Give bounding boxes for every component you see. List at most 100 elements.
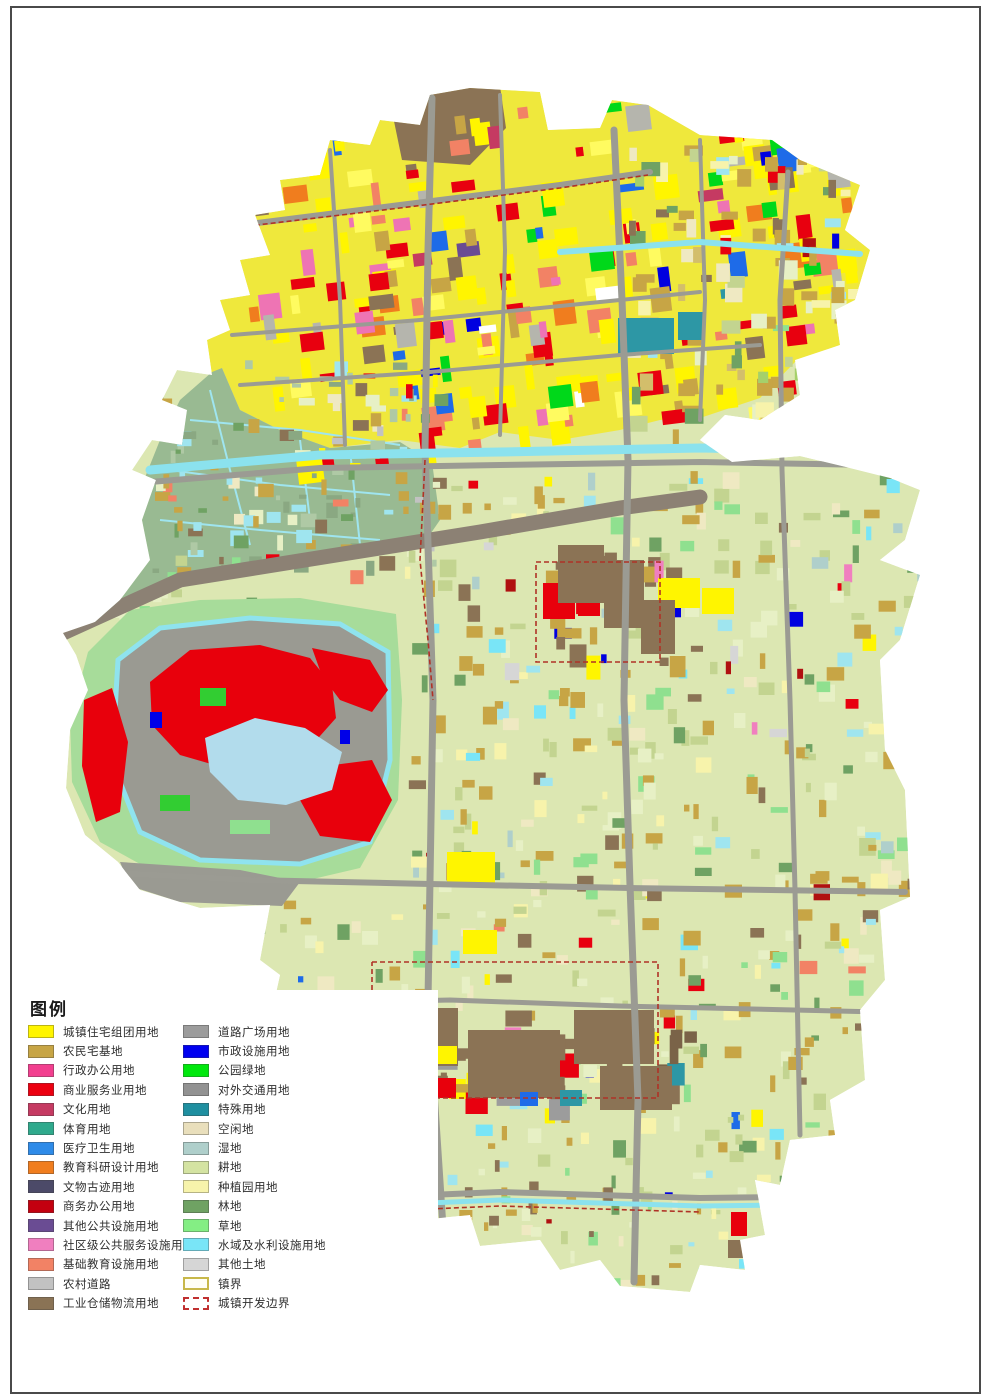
parcel	[797, 151, 807, 165]
map-patch	[641, 600, 675, 654]
parcel	[803, 262, 822, 276]
parcel	[572, 970, 579, 987]
parcel	[659, 657, 669, 666]
parcel	[824, 941, 842, 949]
parcel	[537, 238, 559, 260]
parcel	[467, 605, 481, 622]
parcel	[517, 106, 529, 120]
parcel	[248, 419, 260, 433]
parcel	[389, 966, 401, 981]
parcel	[479, 786, 493, 800]
parcel	[464, 1283, 470, 1292]
parcel	[669, 656, 686, 678]
parcel	[911, 612, 920, 630]
parcel	[647, 244, 662, 267]
legend-swatch-fill	[183, 1141, 209, 1155]
parcel	[370, 413, 382, 427]
legend-swatch-fill	[28, 1063, 54, 1077]
parcel	[527, 1128, 542, 1143]
parcel	[304, 935, 317, 949]
parcel	[243, 515, 256, 527]
parcel	[877, 850, 895, 859]
map-patch	[731, 1212, 747, 1236]
legend-item: 体育用地	[28, 1119, 195, 1138]
parcel	[287, 514, 298, 526]
parcel	[368, 272, 390, 292]
parcel	[339, 232, 350, 254]
parcel	[741, 962, 748, 968]
legend-swatch-dashed	[183, 1296, 209, 1310]
parcel	[455, 1084, 476, 1093]
parcel	[534, 705, 546, 719]
parcel	[841, 876, 859, 883]
parcel	[652, 843, 658, 850]
parcel	[438, 504, 452, 520]
legend-item: 空闲地	[183, 1119, 326, 1138]
parcel	[786, 103, 796, 119]
parcel	[535, 851, 554, 861]
parcel	[770, 984, 780, 992]
parcel	[731, 1276, 740, 1282]
parcel	[893, 523, 903, 534]
legend-swatch-fill	[28, 1044, 54, 1058]
parcel	[772, 1212, 785, 1226]
parcel	[632, 537, 640, 547]
parcel	[650, 1031, 660, 1045]
development-boundary	[309, 1205, 701, 1215]
parcel	[395, 472, 408, 485]
parcel	[693, 804, 699, 820]
parcel	[455, 787, 463, 801]
legend-item: 其他公共设施用地	[28, 1216, 195, 1235]
parcel	[434, 394, 449, 406]
parcel	[643, 782, 656, 800]
parcel	[300, 248, 316, 277]
parcel	[707, 171, 724, 187]
rail-corridor	[63, 489, 708, 641]
parcel	[868, 723, 886, 735]
parcel	[613, 1140, 626, 1158]
parcel	[755, 512, 768, 524]
parcel	[346, 168, 374, 188]
parcel	[851, 613, 865, 620]
parcel	[811, 1035, 819, 1041]
road	[238, 343, 762, 387]
parcel	[505, 579, 516, 592]
parcel	[726, 688, 735, 694]
parcel	[447, 1174, 458, 1186]
road	[215, 169, 653, 231]
parcel	[234, 142, 259, 159]
parcel	[798, 1077, 807, 1085]
parcel	[257, 292, 283, 321]
road	[610, 126, 642, 1286]
map-patch	[520, 1092, 538, 1106]
parcel	[714, 488, 730, 503]
parcel	[754, 964, 761, 979]
parcel	[315, 941, 324, 954]
parcel	[413, 863, 419, 878]
parcel	[638, 300, 651, 316]
parcel	[903, 595, 917, 608]
parcel	[394, 322, 417, 349]
parcel	[879, 1107, 887, 1115]
parcel	[502, 718, 519, 731]
legend-swatch-outline	[183, 1277, 209, 1291]
parcel	[470, 1272, 481, 1277]
parcel	[752, 404, 759, 424]
parcel	[589, 627, 598, 645]
scenic-zone	[70, 598, 402, 906]
canal	[159, 519, 381, 541]
parcel	[222, 496, 229, 501]
map-patch	[463, 930, 497, 954]
legend-item: 文化用地	[28, 1100, 195, 1119]
parcel	[487, 125, 504, 150]
parcel	[734, 713, 746, 728]
parcel	[826, 667, 845, 681]
legend-item: 水域及水利设施用地	[183, 1235, 326, 1254]
parcel	[484, 503, 491, 511]
parcel	[611, 735, 628, 746]
parcel	[649, 286, 673, 313]
parcel	[472, 821, 478, 835]
parcel	[645, 833, 663, 844]
scenic-detail	[200, 688, 226, 706]
